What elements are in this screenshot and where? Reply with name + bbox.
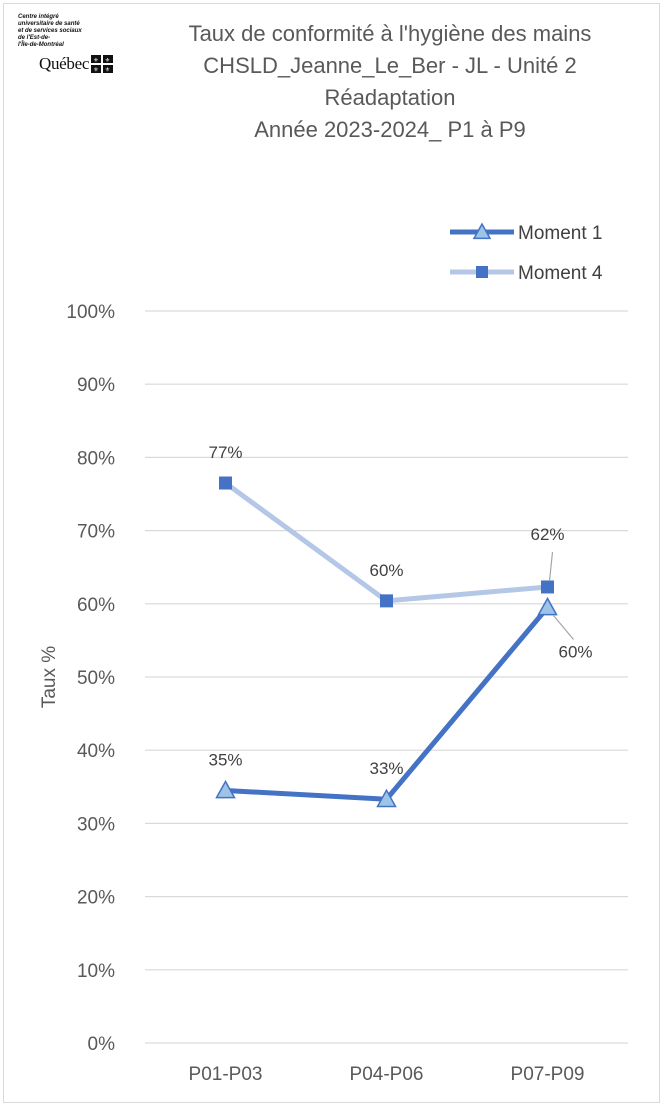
data-point-triangle <box>537 596 558 616</box>
y-tick-label: 0% <box>88 1034 116 1055</box>
data-label: 62% <box>530 525 564 544</box>
series-line-moment-4 <box>224 481 548 604</box>
y-tick-label: 80% <box>77 448 115 469</box>
svg-text:⚜: ⚜ <box>105 67 110 74</box>
data-label: 60% <box>369 561 403 580</box>
logo-line: l'Île-de-Montréal <box>18 42 64 48</box>
legend-label: Moment 4 <box>518 263 603 284</box>
quebec-flag-icon: ⚜ ⚜ ⚜ ⚜ <box>91 55 113 73</box>
y-tick-label: 60% <box>77 595 115 616</box>
y-tick-label: 50% <box>77 668 115 689</box>
y-tick-label: 20% <box>77 888 115 909</box>
y-tick-label: 70% <box>77 522 115 543</box>
ciusss-logo: Centre intégré universitaire de santé et… <box>18 14 118 104</box>
chart-title: Taux de conformité à l'hygiène des mains… <box>120 18 660 146</box>
title-line-1: Taux de conformité à l'hygiène des mains <box>188 21 592 46</box>
y-tick-label: 100% <box>66 302 115 323</box>
data-point-triangle <box>215 779 236 799</box>
data-label: 35% <box>208 750 242 769</box>
title-line-3: Réadaptation <box>324 85 456 110</box>
logo-line: Centre intégré <box>18 14 59 20</box>
chart-frame <box>3 3 660 1103</box>
data-label: 60% <box>558 642 592 661</box>
data-point-triangle <box>376 788 397 808</box>
logo-text: Centre intégré universitaire de santé et… <box>18 14 118 49</box>
x-tick-label: P01-P03 <box>189 1064 263 1085</box>
x-tick-label: P07-P09 <box>511 1064 585 1085</box>
legend-marker-triangle <box>472 222 492 240</box>
data-point-square <box>541 580 554 594</box>
data-point-square <box>219 476 232 490</box>
svg-text:⚜: ⚜ <box>93 67 98 74</box>
legend-label: Moment 1 <box>518 223 602 244</box>
x-tick-label: P04-P06 <box>350 1064 424 1085</box>
legend-marker-square <box>476 266 488 278</box>
title-line-4: Année 2023-2024_ P1 à P9 <box>254 117 526 142</box>
data-label: 33% <box>369 759 403 778</box>
logo-line: et de services sociaux <box>18 28 82 34</box>
y-tick-label: 10% <box>77 961 115 982</box>
data-label: 77% <box>208 443 242 462</box>
y-tick-label: 40% <box>77 741 115 762</box>
title-line-2: CHSLD_Jeanne_Le_Ber - JL - Unité 2 <box>203 53 577 78</box>
data-point-square <box>380 594 393 608</box>
svg-text:⚜: ⚜ <box>93 57 98 64</box>
logo-line: de l'Est-de- <box>18 35 51 41</box>
y-tick-label: 30% <box>77 814 115 835</box>
leader-line <box>548 551 554 582</box>
svg-text:⚜: ⚜ <box>105 57 110 64</box>
leader-line <box>553 615 574 640</box>
y-tick-label: 90% <box>77 375 115 396</box>
logo-line: universitaire de santé <box>18 21 80 27</box>
y-axis-title: Taux % <box>39 646 60 708</box>
quebec-wordmark: Québec <box>39 54 90 73</box>
